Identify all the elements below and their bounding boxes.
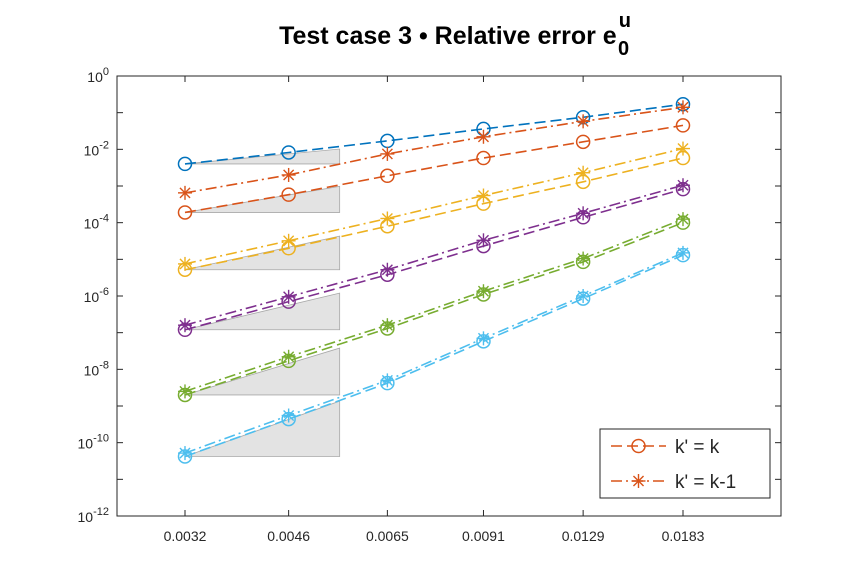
data-point-7-1 xyxy=(177,322,193,338)
data-point-2-6 xyxy=(675,100,690,115)
legend-label-2: k' = k-1 xyxy=(675,472,736,493)
data-point-1-2 xyxy=(281,145,296,160)
series-line-6 xyxy=(184,184,684,326)
series-line-8 xyxy=(184,218,684,393)
legend-item-2: k' = k-1 xyxy=(611,472,736,493)
series-layer xyxy=(177,96,691,464)
data-point-6-4 xyxy=(476,233,491,248)
slope-triangle-5 xyxy=(184,347,341,396)
data-point-9-6 xyxy=(675,215,691,230)
data-point-7-3 xyxy=(380,267,395,282)
data-point-11-2 xyxy=(281,411,296,427)
series-line-10 xyxy=(184,252,684,454)
x-axis: 0.0032 0.0046 0.0065 0.0091 0.0129 0.0183 xyxy=(164,76,705,544)
y-tick-label-4: 10-6 xyxy=(84,286,109,305)
x-tick-label-4: 0.0091 xyxy=(462,528,505,544)
data-point-3-5 xyxy=(575,134,591,150)
legend-marker-2 xyxy=(631,474,646,488)
data-point-5-5 xyxy=(575,174,591,190)
data-point-2-5 xyxy=(576,114,591,129)
data-point-5-6 xyxy=(675,150,691,166)
legend-box xyxy=(599,428,771,499)
data-point-2-1 xyxy=(177,185,192,200)
data-point-8-5 xyxy=(576,251,591,266)
data-point-1-1 xyxy=(177,156,193,172)
series-line-5 xyxy=(184,157,684,271)
chart-title: Test case 3 • Relative error eu 0 xyxy=(279,10,631,60)
y-tick-label-3: 10-4 xyxy=(84,213,109,232)
series-3 xyxy=(177,118,691,220)
data-point-5-4 xyxy=(476,196,491,211)
data-point-8-3 xyxy=(380,318,395,333)
series-line-7 xyxy=(184,188,684,331)
y-tick-label-6: 10-10 xyxy=(78,433,109,452)
data-point-9-1 xyxy=(177,387,193,403)
data-point-3-3 xyxy=(380,168,395,184)
series-2 xyxy=(177,100,690,200)
data-point-7-6 xyxy=(675,181,691,197)
data-point-9-2 xyxy=(281,353,296,369)
chart-title-superscript: u xyxy=(619,10,631,32)
legend: k' = k k' = k-1 xyxy=(599,428,771,499)
data-point-11-3 xyxy=(380,375,395,391)
data-point-3-2 xyxy=(281,187,296,202)
chart-title-subscript: 0 xyxy=(618,38,629,60)
data-point-5-2 xyxy=(281,241,296,256)
data-point-11-5 xyxy=(575,291,591,306)
y-tick-label-7: 10-12 xyxy=(78,506,109,525)
data-point-9-5 xyxy=(575,254,591,270)
data-point-2-2 xyxy=(281,167,296,182)
data-point-4-2 xyxy=(281,233,296,248)
y-tick-label-5: 10-8 xyxy=(84,359,109,378)
data-point-9-4 xyxy=(476,287,491,302)
data-point-4-3 xyxy=(380,211,395,226)
series-line-4 xyxy=(184,147,684,265)
series-5 xyxy=(177,150,691,277)
x-tick-label-2: 0.0046 xyxy=(267,528,310,544)
series-line-3 xyxy=(184,124,684,214)
data-point-3-6 xyxy=(675,118,691,133)
data-point-11-1 xyxy=(177,449,193,464)
data-point-7-5 xyxy=(575,210,591,225)
series-8 xyxy=(177,212,690,399)
legend-marker-1 xyxy=(631,438,646,454)
series-line-1 xyxy=(184,103,684,165)
data-point-5-3 xyxy=(380,218,395,234)
data-point-11-4 xyxy=(476,334,491,349)
series-line-9 xyxy=(184,221,684,396)
data-point-8-4 xyxy=(476,284,491,299)
legend-item-1: k' = k xyxy=(611,437,720,458)
data-point-7-4 xyxy=(476,238,491,254)
x-tick-label-6: 0.0183 xyxy=(662,528,705,544)
slope-triangle-4 xyxy=(184,292,341,331)
chart-title-main: Test case 3 • Relative error e xyxy=(279,22,617,50)
data-point-3-1 xyxy=(177,205,193,220)
slope-triangle-1 xyxy=(184,148,341,165)
y-tick-label-2: 10-2 xyxy=(84,139,109,158)
x-tick-label-1: 0.0032 xyxy=(164,528,207,544)
series-11 xyxy=(177,247,691,464)
data-point-9-3 xyxy=(380,321,395,336)
data-point-2-3 xyxy=(380,146,395,161)
series-9 xyxy=(177,215,691,403)
data-point-5-1 xyxy=(177,262,193,277)
series-6 xyxy=(177,178,690,333)
data-point-3-4 xyxy=(476,150,491,166)
series-4 xyxy=(177,141,690,271)
y-tick-label-1: 100 xyxy=(87,66,109,85)
series-7 xyxy=(177,181,691,338)
data-point-11-6 xyxy=(675,247,691,263)
data-point-2-4 xyxy=(476,129,491,144)
x-tick-label-3: 0.0065 xyxy=(366,528,409,544)
y-axis: 100 10-2 10-4 10-6 10-8 10-10 10-12 xyxy=(78,66,781,525)
series-line-2 xyxy=(184,106,684,194)
data-point-7-2 xyxy=(281,294,296,309)
legend-label-1: k' = k xyxy=(675,437,720,458)
x-tick-label-5: 0.0129 xyxy=(562,528,605,544)
